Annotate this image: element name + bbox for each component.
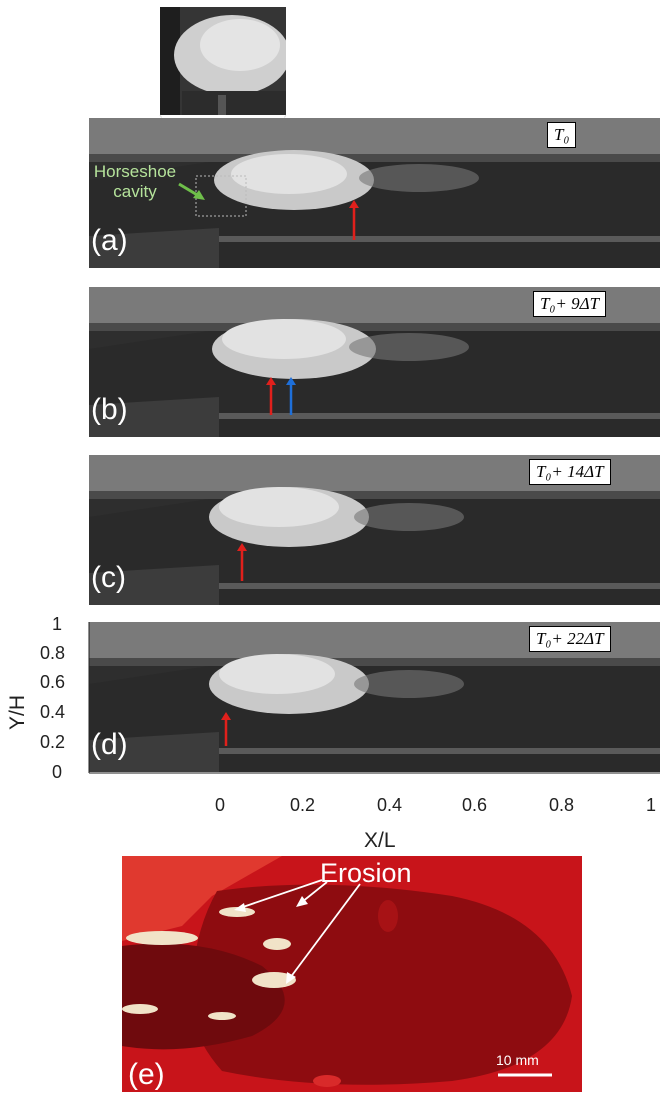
ytick-0-6: 0.6 [40,672,66,692]
ytick-0-4: 0.4 [40,702,66,722]
time-label-c: T₀+ 14ΔT [529,459,611,485]
panel-e-image [122,856,582,1092]
ytick-0: 0 [52,762,63,782]
x-axis-label: X/L [364,829,396,852]
panel-letter-d: (d) [91,728,128,761]
y-axis-label: Y/H [6,694,29,730]
panel-letter-a: (a) [91,224,128,257]
panel-b: (b) T₀+ 9ΔT [89,287,660,437]
ytick-0-8: 0.8 [40,643,66,663]
time-label-a: T₀ [547,122,577,148]
xtick-0: 0 [215,795,226,815]
horseshoe-cavity-label: Horseshoe cavity [89,162,181,202]
panel-c: (c) T₀+ 14ΔT [89,455,660,605]
horseshoe-label-line2: cavity [113,182,157,201]
panel-e: Erosion 10 mm (e) [122,856,582,1092]
zoom-inset [160,7,286,115]
panel-letter-e: (e) [128,1058,165,1091]
ytick-0-2: 0.2 [40,732,66,752]
panel-letter-c: (c) [91,561,126,594]
ytick-1: 1 [52,614,63,634]
xtick-0-2: 0.2 [290,795,316,815]
panel-a: Horseshoe cavity (a) T₀ [89,118,660,268]
horseshoe-label-line1: Horseshoe [93,162,177,181]
xtick-0-6: 0.6 [462,795,488,815]
zoom-inset-image [160,7,286,115]
xtick-0-8: 0.8 [549,795,575,815]
panel-b-image [89,287,660,437]
xtick-0-4: 0.4 [377,795,403,815]
panel-letter-b: (b) [91,393,128,426]
panel-d: (d) T₀+ 22ΔT [89,622,660,772]
axes-lines [88,622,660,774]
scale-bar-label: 10 mm [496,1052,539,1068]
panel-a-image [89,118,660,268]
time-label-b: T₀+ 9ΔT [533,291,607,317]
time-label-d: T₀+ 22ΔT [529,626,611,652]
xtick-1: 1 [646,795,657,815]
erosion-label: Erosion [320,858,412,888]
